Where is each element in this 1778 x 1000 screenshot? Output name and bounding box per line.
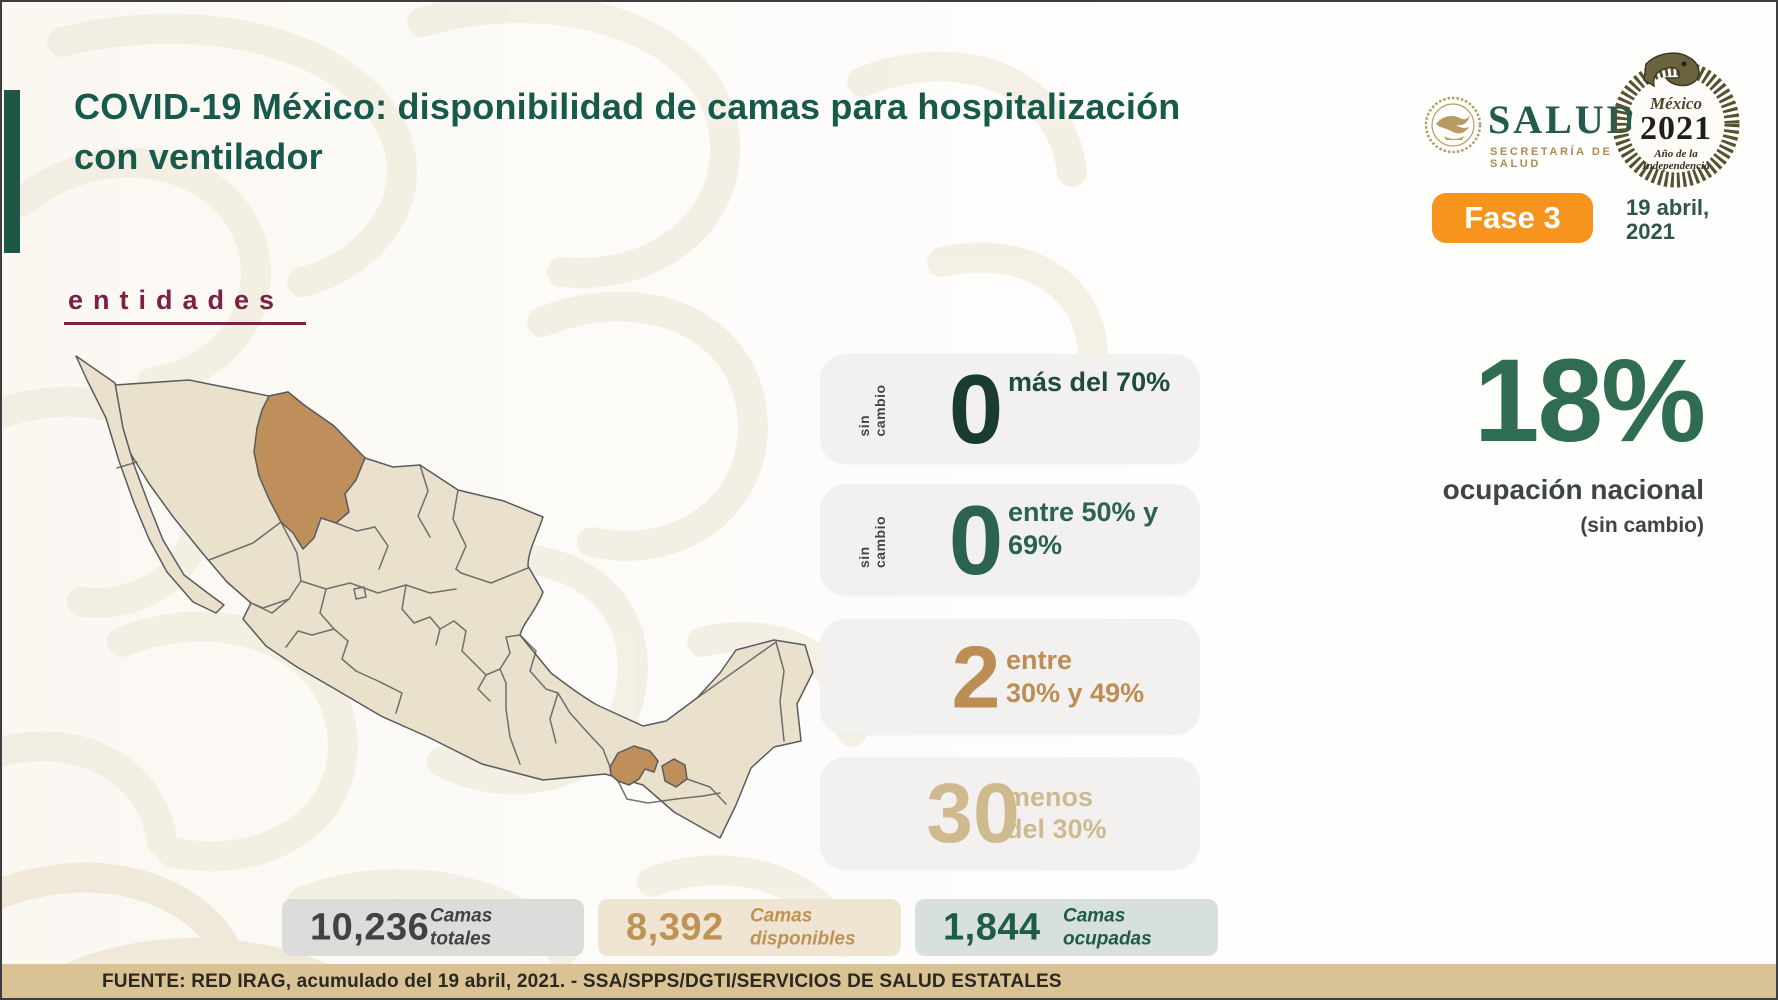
- footer-source: FUENTE: RED IRAG, acumulado del 19 abril…: [102, 971, 1062, 992]
- chip-label-line: disponibles: [750, 928, 856, 950]
- card-change-note: sin cambio: [856, 515, 888, 568]
- card-change-note: sin cambio: [856, 384, 888, 437]
- map-state-borders: [333, 628, 357, 672]
- chip-label-line: Camas: [430, 904, 493, 926]
- card-label-line: menos: [1006, 781, 1094, 812]
- map-baja-peninsula: [75, 355, 225, 614]
- card-label: menos del 30%: [1006, 781, 1107, 847]
- occupancy-card-menos-30: 30 menos del 30%: [820, 757, 1200, 870]
- card-value: 2: [951, 627, 1001, 727]
- card-label: entre 50% y 69%: [1008, 496, 1200, 562]
- mexico-2021-country: México: [1650, 94, 1702, 113]
- national-occupancy-note: (sin cambio): [1580, 514, 1704, 537]
- map-state-borders: [452, 489, 467, 570]
- map-state-borders: [617, 780, 721, 804]
- report-date-line1: 19 abril,: [1626, 195, 1710, 220]
- salud-wordmark: SALUD: [1488, 97, 1639, 142]
- national-occupancy: 18% ocupación nacional (sin cambio): [1344, 335, 1706, 538]
- occupancy-card-50-69: sin cambio 0 entre 50% y 69%: [820, 484, 1200, 596]
- map-state-borders: [455, 567, 529, 584]
- map-state-borders: [208, 521, 282, 561]
- card-value: 30: [926, 765, 1020, 860]
- chip-value: 10,236: [310, 906, 430, 948]
- chip-label: Camas ocupadas: [1063, 904, 1218, 952]
- map-state-borders: [696, 641, 777, 699]
- mexico-map: [57, 340, 837, 885]
- map-state-borders: [435, 628, 441, 646]
- mexico-2021-tagline-1: Año de la: [1654, 148, 1698, 160]
- map-state-borders: [250, 598, 290, 614]
- chip-label: Camas totales: [430, 904, 492, 952]
- state-tabasco-east: [661, 758, 688, 788]
- map-state-borders: [499, 634, 521, 670]
- chip-label-line: Camas: [750, 904, 813, 926]
- card-label-line: 30% y 49%: [1006, 678, 1145, 708]
- mexico-2021-tagline-2: Independencia: [1642, 160, 1710, 172]
- chip-label: Camas disponibles: [750, 904, 856, 952]
- total-beds-chip: 10,236 Camas totales: [282, 899, 584, 956]
- national-occupancy-label: ocupación nacional: [1442, 474, 1704, 505]
- map-state-borders: [335, 522, 376, 532]
- map-state-borders: [374, 526, 389, 570]
- title-accent-bar: [4, 90, 20, 253]
- card-label-line: entre 50% y 69%: [1008, 497, 1159, 560]
- mexico-2021-year: 2021: [1640, 110, 1712, 147]
- card-label-line: del 30%: [1006, 814, 1107, 845]
- section-label-entidades: entidades: [68, 285, 285, 315]
- chip-value: 8,392: [626, 906, 724, 948]
- occupancy-card-30-49: 2 entre 30% y 49%: [820, 619, 1200, 735]
- card-label: más del 70%: [1008, 366, 1170, 399]
- card-label-line: entre: [1006, 645, 1073, 676]
- card-value: 0: [948, 353, 1004, 464]
- chip-value: 1,844: [943, 906, 1041, 948]
- map-state-borders: [686, 778, 727, 805]
- salud-subtitle: SECRETARÍA DE SALUD: [1490, 146, 1613, 170]
- map-state-borders: [505, 682, 521, 765]
- report-date: 19 abril, 2021: [1626, 196, 1709, 244]
- chip-label-line: totales: [430, 928, 492, 950]
- state-chihuahua: [253, 391, 366, 550]
- section-underline: [64, 322, 306, 325]
- salud-logo: SALUD SECRETARÍA DE SALUD: [1422, 94, 1652, 170]
- mexico-2021-logo: México 2021 Año de la Independencia: [1608, 46, 1744, 192]
- state-tabasco: [609, 745, 659, 786]
- map-state-borders: [319, 588, 335, 630]
- map-state-borders: [549, 692, 559, 744]
- report-date-line2: 2021: [1626, 218, 1675, 244]
- card-value: 0: [948, 484, 1004, 595]
- national-occupancy-value: 18%: [1473, 335, 1706, 467]
- map-state-borders: [473, 662, 491, 702]
- map-state-borders: [116, 461, 138, 469]
- map-state-borders: [353, 586, 367, 600]
- map-state-borders: [461, 630, 475, 664]
- map-state-borders: [401, 584, 415, 624]
- map-state-borders: [417, 464, 431, 538]
- chip-label-line: Camas ocupadas: [1063, 904, 1152, 950]
- occupancy-card-mas-70: sin cambio 0 más del 70%: [820, 354, 1200, 464]
- page-title: COVID-19 México: disponibilidad de camas…: [74, 86, 1181, 177]
- card-label-line: más del 70%: [1008, 367, 1171, 397]
- footer-band: FUENTE: RED IRAG, acumulado del 19 abril…: [2, 964, 1776, 998]
- phase-badge: Fase 3: [1432, 193, 1593, 243]
- occupied-beds-chip: 1,844 Camas ocupadas: [915, 899, 1218, 956]
- map-state-borders: [775, 641, 785, 742]
- salud-seal-icon: [1424, 96, 1482, 154]
- map-state-borders: [355, 670, 403, 714]
- map-state-borders: [285, 628, 335, 648]
- available-beds-chip: 8,392 Camas disponibles: [598, 899, 901, 956]
- card-label: entre 30% y 49%: [1006, 644, 1144, 710]
- mexico-2021-ring-icon: [1612, 52, 1740, 188]
